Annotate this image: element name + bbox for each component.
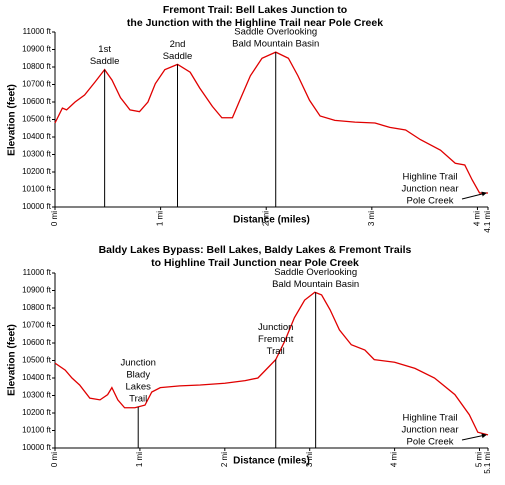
y-tick-label: 10200 ft (22, 167, 52, 176)
y-tick-label: 10800 ft (22, 303, 52, 312)
marker-label: Bald Mountain Basin (272, 279, 359, 290)
callout-label: Highline Trail (403, 172, 458, 183)
y-tick-label: 10000 ft (22, 202, 52, 211)
y-tick-label: 10700 ft (22, 80, 52, 89)
y-tick-label: 10500 ft (22, 356, 52, 365)
marker-label: Saddle (90, 56, 120, 67)
callout-arrow (461, 191, 487, 200)
y-tick-label: 10400 ft (22, 373, 52, 382)
y-axis-label: Elevation (feet) (7, 324, 18, 396)
marker-label: Saddle (163, 51, 193, 62)
y-tick-label: 10900 ft (22, 45, 52, 54)
x-tick-label: 0 mi (50, 211, 59, 226)
y-tick-label: 10900 ft (22, 286, 52, 295)
x-tick-label: 4 mi (390, 452, 399, 467)
x-tick-label: 2 mi (220, 452, 229, 467)
callout-label: Pole Creek (407, 437, 454, 448)
x-axis-label: Distance (miles) (233, 456, 310, 467)
marker-label: Junction (121, 357, 156, 368)
y-tick-label: 10000 ft (22, 443, 52, 452)
y-tick-label: 10600 ft (22, 338, 52, 347)
marker-label: 2nd (170, 39, 186, 50)
y-tick-label: 10800 ft (22, 62, 52, 71)
y-tick-label: 10500 ft (22, 115, 52, 124)
chart-title: Baldy Lakes Bypass: Bell Lakes, Baldy La… (99, 244, 412, 256)
y-axis-label: Elevation (feet) (7, 84, 18, 156)
y-tick-label: 11000 ft (23, 27, 52, 36)
x-tick-label: 3 mi (367, 211, 376, 226)
marker-label: Blady (126, 369, 150, 380)
x-tick-label: 4.1 mi (483, 211, 492, 233)
callout-label: Highline Trail (403, 413, 458, 424)
y-tick-label: 10400 ft (22, 132, 52, 141)
elevation-line (54, 51, 488, 194)
marker-label: Junction (258, 322, 293, 333)
chart-title: to Highline Trail Junction near Pole Cre… (151, 257, 359, 269)
y-tick-label: 10300 ft (22, 391, 52, 400)
x-tick-label: 3 mi (305, 452, 314, 467)
x-tick-label: 1 mi (135, 452, 144, 467)
callout-label: Junction near (401, 425, 458, 436)
y-tick-label: 10100 ft (22, 426, 52, 435)
chart-title: the Junction with the Highline Trail nea… (127, 17, 383, 29)
y-tick-label: 10300 ft (22, 150, 52, 159)
callout-arrow (461, 433, 487, 441)
marker-label: Saddle Overlooking (234, 27, 317, 38)
x-tick-label: 5 mi (475, 452, 484, 467)
y-tick-label: 10100 ft (22, 185, 52, 194)
marker-label: Bald Mountain Basin (232, 39, 319, 50)
callout-label: Pole Creek (407, 196, 454, 207)
x-axis-label: Distance (miles) (233, 215, 310, 226)
y-tick-label: 10600 ft (22, 97, 52, 106)
y-tick-label: 10200 ft (22, 408, 52, 417)
marker-label: Lakes (126, 381, 152, 392)
elevation-line (54, 291, 489, 436)
y-tick-label: 11000 ft (23, 268, 52, 277)
chart-title: Fremont Trail: Bell Lakes Junction to (163, 4, 347, 16)
marker-label: Saddle Overlooking (274, 267, 357, 278)
x-tick-label: 1 mi (156, 211, 165, 226)
marker-label: Fremont (258, 334, 294, 345)
marker-label: Trail (129, 393, 147, 404)
x-tick-label: 4 mi (473, 211, 482, 226)
marker-label: Trail (267, 346, 285, 357)
marker-label: 1st (98, 44, 111, 55)
x-tick-label: 0 mi (50, 452, 59, 467)
y-tick-label: 10700 ft (22, 321, 52, 330)
callout-label: Junction near (401, 184, 458, 195)
x-tick-label: 5.1 mi (483, 452, 492, 474)
x-tick-label: 2 mi (261, 211, 270, 226)
